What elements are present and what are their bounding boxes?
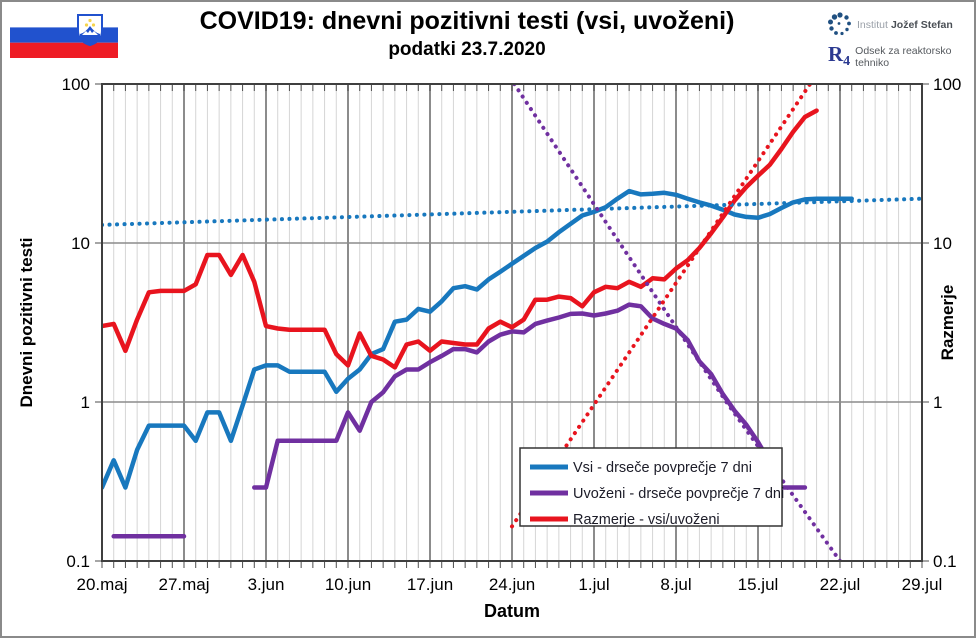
slovenia-flag-graphic (10, 12, 118, 58)
y-axis-title-right: Razmerje (938, 285, 957, 361)
y-tick-label-right: 100 (933, 75, 961, 94)
series-line-razmerje (102, 108, 819, 370)
y-tick-label-left: 100 (62, 75, 90, 94)
x-tick-label: 17.jun (407, 575, 453, 594)
legend-box (519, 447, 783, 527)
title-block: COVID19: dnevni pozitivni testi (vsi, uv… (142, 7, 792, 61)
series-group (102, 84, 922, 561)
x-tick-label: 10.jun (325, 575, 371, 594)
series-line-uvozeni-trend (512, 84, 842, 561)
institute-logo: Institut Jožef Stefan R4 Odsek za reaktor… (828, 12, 974, 76)
institute-name-light: Institut (857, 19, 888, 31)
x-tick-label: 1.jul (578, 575, 609, 594)
institute-name-bold: Jožef Stefan (890, 19, 953, 31)
r4-icon: R4 (828, 42, 851, 70)
institute-name: Institut Jožef Stefan (857, 19, 953, 31)
department-name: Odsek za reaktorsko tehniko (855, 45, 952, 69)
series-line-vsi-trend (102, 196, 922, 227)
chart-subtitle: podatki 23.7.2020 (388, 39, 546, 60)
y-tick-label-left: 1 (81, 393, 90, 412)
legend-label: Uvoženi - drseče povprečje 7 dni (573, 486, 784, 502)
x-tick-label: 20.maj (76, 575, 127, 594)
series-line-uvozeni (252, 302, 808, 490)
plot-border (101, 83, 923, 562)
r4-logo-row: R4 Odsek za reaktorsko tehniko (828, 42, 974, 70)
legend-label: Vsi - drseče povprečje 7 dni (573, 460, 752, 476)
x-axis-title: Datum (484, 601, 540, 621)
x-tick-label: 29.jul (902, 575, 943, 594)
legend: Vsi - drseče povprečje 7 dni Uvoženi - dr… (519, 447, 784, 528)
x-tick-label: 27.maj (158, 575, 209, 594)
y-tick-label-left: 0.1 (66, 552, 90, 571)
slovenia-flag (10, 12, 118, 58)
x-tick-label: 3.jun (248, 575, 285, 594)
ijs-dots-icon (828, 12, 851, 36)
y-tick-label-right: 0.1 (933, 552, 957, 571)
x-tick-label: 22.jul (820, 575, 861, 594)
x-tick-label: 8.jul (660, 575, 691, 594)
y-tick-label-right: 10 (933, 234, 952, 253)
y-axis-title-left: Dnevni pozitivni testi (17, 237, 36, 407)
ijs-logo-row: Institut Jožef Stefan (828, 12, 974, 38)
x-tick-label: 24.jun (489, 575, 535, 594)
chart-title: COVID19: dnevni pozitivni testi (vsi, uv… (199, 7, 735, 35)
x-tick-label: 15.jul (738, 575, 779, 594)
gridlines (95, 83, 929, 568)
y-tick-label-right: 1 (933, 393, 942, 412)
y-tick-label-left: 10 (71, 234, 90, 253)
legend-label: Razmerje - vsi/uvoženi (573, 512, 720, 528)
coat-of-arms-icon (77, 14, 103, 47)
